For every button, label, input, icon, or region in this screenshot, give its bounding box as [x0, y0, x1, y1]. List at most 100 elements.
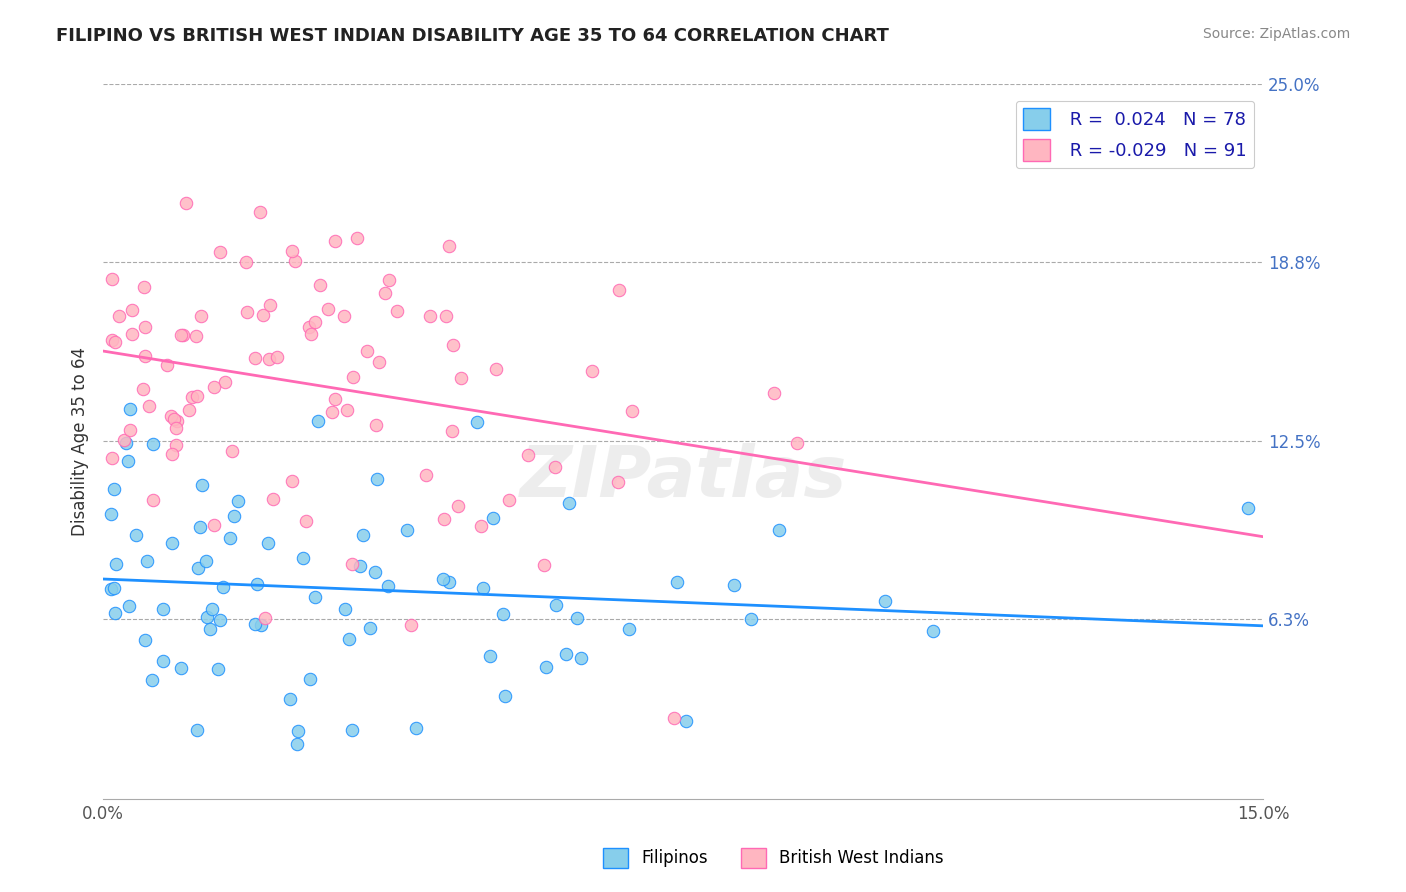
Point [202, 379, 225, 393]
Point [419, 310, 441, 324]
Point [304, 590, 326, 604]
Point [873, 594, 896, 608]
Point [101, 333, 124, 347]
Point [387, 304, 409, 318]
Point [768, 523, 790, 537]
Point [259, 298, 281, 312]
Point [922, 624, 945, 638]
Point [125, 528, 148, 542]
Point [565, 611, 588, 625]
Point [498, 493, 520, 508]
Point [218, 531, 240, 545]
Point [118, 424, 141, 438]
Point [307, 413, 329, 427]
Point [377, 579, 399, 593]
Point [181, 390, 204, 404]
Point [202, 517, 225, 532]
Point [368, 355, 391, 369]
Point [208, 245, 231, 260]
Point [165, 438, 187, 452]
Point [356, 344, 378, 359]
Point [134, 632, 156, 647]
Point [321, 405, 343, 419]
Point [201, 602, 224, 616]
Point [136, 554, 159, 568]
Point [446, 499, 468, 513]
Point [662, 711, 685, 725]
Point [349, 558, 371, 573]
Point [152, 654, 174, 668]
Point [434, 310, 457, 324]
Point [291, 551, 314, 566]
Point [132, 279, 155, 293]
Point [619, 622, 641, 636]
Point [470, 519, 492, 533]
Point [121, 302, 143, 317]
Point [198, 622, 221, 636]
Point [439, 239, 461, 253]
Point [304, 315, 326, 329]
Point [333, 309, 356, 323]
Point [399, 618, 422, 632]
Point [194, 554, 217, 568]
Point [186, 723, 208, 738]
Point [359, 621, 381, 635]
Point [101, 450, 124, 465]
Point [118, 402, 141, 417]
Point [138, 399, 160, 413]
Point [121, 327, 143, 342]
Point [235, 255, 257, 269]
Point [495, 690, 517, 704]
Point [114, 436, 136, 450]
Point [323, 235, 346, 249]
Point [278, 692, 301, 706]
Point [405, 722, 427, 736]
Text: FILIPINO VS BRITISH WEST INDIAN DISABILITY AGE 35 TO 64 CORRELATION CHART: FILIPINO VS BRITISH WEST INDIAN DISABILI… [56, 27, 889, 45]
Legend: Filipinos, British West Indians: Filipinos, British West Indians [596, 841, 950, 875]
Point [257, 352, 280, 367]
Point [1236, 501, 1258, 516]
Point [105, 557, 128, 571]
Point [250, 617, 273, 632]
Point [283, 254, 305, 268]
Point [100, 507, 122, 521]
Point [374, 286, 396, 301]
Point [336, 403, 359, 417]
Point [226, 494, 249, 508]
Point [252, 309, 274, 323]
Point [337, 632, 360, 646]
Point [235, 305, 257, 319]
Point [544, 460, 567, 475]
Point [479, 648, 502, 663]
Point [294, 514, 316, 528]
Point [606, 475, 628, 490]
Point [108, 309, 131, 323]
Point [432, 573, 454, 587]
Point [439, 574, 461, 589]
Point [195, 609, 218, 624]
Point [186, 389, 208, 403]
Point [366, 417, 388, 432]
Point [316, 301, 339, 316]
Point [723, 578, 745, 592]
Point [287, 737, 309, 751]
Point [142, 437, 165, 451]
Point [395, 523, 418, 537]
Point [131, 382, 153, 396]
Point [103, 581, 125, 595]
Point [249, 204, 271, 219]
Point [675, 714, 697, 729]
Point [309, 278, 332, 293]
Point [174, 196, 197, 211]
Point [491, 607, 513, 622]
Point [346, 231, 368, 245]
Point [485, 362, 508, 376]
Point [224, 509, 246, 524]
Point [366, 472, 388, 486]
Point [160, 409, 183, 423]
Point [298, 319, 321, 334]
Point [104, 606, 127, 620]
Text: ZIPatlas: ZIPatlas [519, 442, 846, 512]
Point [342, 370, 364, 384]
Point [465, 415, 488, 429]
